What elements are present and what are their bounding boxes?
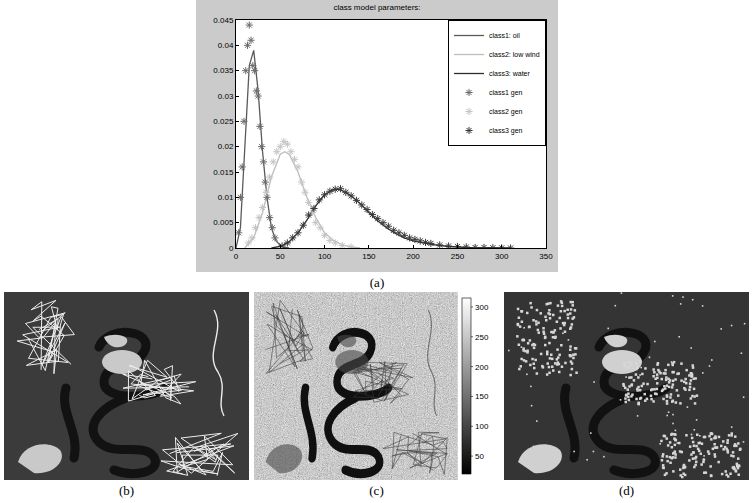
- svg-text:150: 150: [362, 252, 376, 261]
- svg-text:0: 0: [234, 252, 239, 261]
- svg-text:0.015: 0.015: [213, 168, 234, 177]
- svg-text:class3: water: class3: water: [489, 70, 531, 77]
- svg-text:class model parameters:: class model parameters:: [333, 3, 420, 12]
- svg-text:300: 300: [475, 303, 489, 312]
- svg-text:0.03: 0.03: [218, 92, 234, 101]
- svg-text:100: 100: [475, 422, 489, 431]
- html-text:(c): (c): [369, 483, 384, 498]
- html-text:(d): (d): [618, 483, 635, 498]
- html-text:(a): (a): [369, 275, 385, 290]
- svg-text:150: 150: [475, 392, 489, 401]
- svg-text:class1: oil: class1: oil: [489, 32, 520, 39]
- svg-text:100: 100: [318, 252, 332, 261]
- svg-text:200: 200: [475, 363, 489, 372]
- svg-text:250: 250: [475, 333, 489, 342]
- svg-text:0.01: 0.01: [218, 193, 234, 202]
- svg-text:class2 gen: class2 gen: [489, 108, 523, 116]
- svg-text:300: 300: [495, 252, 509, 261]
- svg-text:class3 gen: class3 gen: [489, 127, 523, 135]
- svg-text:class2: low wind: class2: low wind: [489, 51, 540, 58]
- svg-text:50: 50: [475, 452, 484, 461]
- svg-text:200: 200: [406, 252, 420, 261]
- svg-text:0.04: 0.04: [218, 41, 234, 50]
- svg-text:0.02: 0.02: [218, 142, 234, 151]
- svg-text:class1 gen: class1 gen: [489, 89, 523, 97]
- svg-text:50: 50: [276, 252, 285, 261]
- svg-text:0.025: 0.025: [213, 117, 234, 126]
- svg-text:0: 0: [229, 244, 234, 253]
- html-text:(b): (b): [118, 483, 135, 498]
- svg-text:350: 350: [539, 252, 553, 261]
- svg-text:250: 250: [451, 252, 465, 261]
- svg-text:0.035: 0.035: [213, 66, 234, 75]
- svg-text:0.045: 0.045: [213, 16, 234, 25]
- svg-text:0.005: 0.005: [213, 218, 234, 227]
